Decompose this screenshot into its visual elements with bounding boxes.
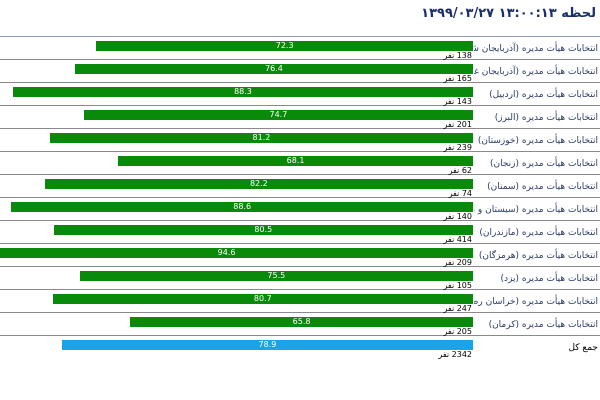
bar-row: 65.8 205 نفر انتخابات هیأت مدیره (کرمان): [0, 313, 600, 336]
header-bar: لحظه ۱۳:۰۰:۱۳ ۱۳۹۹/۰۳/۲۷: [0, 0, 600, 37]
bar-value-label: 72.3: [275, 41, 294, 50]
category-label: انتخابات هیأت مدیره (البرز): [494, 113, 598, 123]
category-label: انتخابات هیأت مدیره (آذربایجان غربی): [474, 67, 598, 77]
bar-value-label: 81.2: [252, 133, 271, 142]
bar-value-label: 94.6: [217, 248, 236, 257]
voter-count-label: 143 نفر: [443, 97, 472, 106]
bar: 65.8: [130, 317, 473, 327]
bar-row: 88.3 143 نفر انتخابات هیأت مدیره (اردبیل): [0, 83, 600, 106]
bar-value-label: 75.5: [267, 271, 286, 280]
bar-row: 68.1 62 نفر انتخابات هیأت مدیره (زنجان): [0, 152, 600, 175]
bar-row: 80.7 247 نفر انتخابات هیأت مدیره (خراسان ر…: [0, 290, 600, 313]
bar-value-label: 78.9: [258, 340, 277, 349]
category-label: انتخابات هیأت مدیره (یزد): [500, 274, 598, 284]
voter-count-label: 2342 نفر: [438, 350, 472, 359]
bar-row: 74.7 201 نفر انتخابات هیأت مدیره (البرز): [0, 106, 600, 129]
total-bar: 78.9: [61, 340, 473, 350]
category-label: انتخابات هیأت مدیره (کرمان): [488, 320, 598, 330]
bar-row: 80.5 414 نفر انتخابات هیأت مدیره (مازندران…: [0, 221, 600, 244]
voter-count-label: 138 نفر: [443, 51, 472, 60]
bar-value-label: 88.3: [234, 87, 252, 96]
total-label: جمع کل: [568, 343, 598, 353]
bar: 80.5: [53, 225, 473, 235]
bar-row: 94.6 209 نفر انتخابات هیأت مدیره (هرمزگان): [0, 244, 600, 267]
bar-value-label: 74.7: [269, 110, 288, 119]
bar: 81.2: [49, 133, 473, 143]
voter-count-label: 247 نفر: [443, 304, 472, 313]
bar: 94.6: [0, 248, 473, 258]
bar-row: 76.4 165 نفر انتخابات هیأت مدیره (آذربایجا…: [0, 60, 600, 83]
timestamp-title: لحظه ۱۳:۰۰:۱۳ ۱۳۹۹/۰۳/۲۷: [421, 6, 596, 21]
voter-count-label: 239 نفر: [443, 143, 472, 152]
bar-value-label: 80.5: [254, 225, 273, 234]
bar-value-label: 88.6: [233, 202, 252, 211]
bar-value-label: 80.7: [253, 294, 272, 303]
bar: 88.3: [12, 87, 473, 97]
bar: 88.6: [11, 202, 473, 212]
bar: 75.5: [79, 271, 473, 281]
category-label: انتخابات هیأت مدیره (زنجان): [489, 159, 598, 169]
category-label: انتخابات هیأت مدیره (سیستان و بلوچستان): [474, 205, 598, 215]
bar: 76.4: [74, 64, 473, 74]
category-label: انتخابات هیأت مدیره (اردبیل): [489, 90, 598, 100]
category-label: انتخابات هیأت مدیره (خوزستان): [477, 136, 598, 146]
voter-count-label: 105 نفر: [443, 281, 472, 290]
bar-value-label: 76.4: [265, 64, 283, 73]
category-label: انتخابات هیأت مدیره (هرمزگان): [478, 251, 598, 261]
bar-row: 72.3 138 نفر انتخابات هیأت مدیره (آذربایجا…: [0, 37, 600, 60]
bar: 72.3: [96, 41, 473, 51]
bar-row: 88.6 140 نفر انتخابات هیأت مدیره (سیستان و…: [0, 198, 600, 221]
bar-row: 82.2 74 نفر انتخابات هیأت مدیره (سمنان): [0, 175, 600, 198]
bar-row: 75.5 105 نفر انتخابات هیأت مدیره (یزد): [0, 267, 600, 290]
total-row: 78.9 2342 نفر جمع کل: [0, 336, 600, 359]
category-label: انتخابات هیأت مدیره (سمنان): [487, 182, 598, 192]
voter-count-label: 209 نفر: [443, 258, 472, 267]
category-label: انتخابات هیأت مدیره (آذربایجان شرقی): [474, 44, 598, 54]
bar-chart: 72.3 138 نفر انتخابات هیأت مدیره (آذربایجا…: [0, 37, 600, 400]
voter-count-label: 165 نفر: [443, 74, 472, 83]
bar: 74.7: [83, 110, 473, 120]
bar-value-label: 68.1: [286, 156, 305, 165]
bar-row: 81.2 239 نفر انتخابات هیأت مدیره (خوزستان): [0, 129, 600, 152]
bar-value-label: 65.8: [292, 317, 311, 326]
voter-count-label: 201 نفر: [443, 120, 472, 129]
bar: 82.2: [44, 179, 473, 189]
category-label: انتخابات هیأت مدیره (خراسان رضوی): [474, 297, 598, 307]
bar-value-label: 82.2: [249, 179, 268, 188]
voter-count-label: 140 نفر: [443, 212, 472, 221]
bar: 80.7: [52, 294, 473, 304]
category-label: انتخابات هیأت مدیره (مازندران): [479, 228, 598, 238]
bar: 68.1: [118, 156, 473, 166]
voter-count-label: 205 نفر: [443, 327, 472, 336]
voter-count-label: 62 نفر: [448, 166, 472, 175]
voter-count-label: 74 نفر: [448, 189, 472, 198]
voter-count-label: 414 نفر: [443, 235, 472, 244]
